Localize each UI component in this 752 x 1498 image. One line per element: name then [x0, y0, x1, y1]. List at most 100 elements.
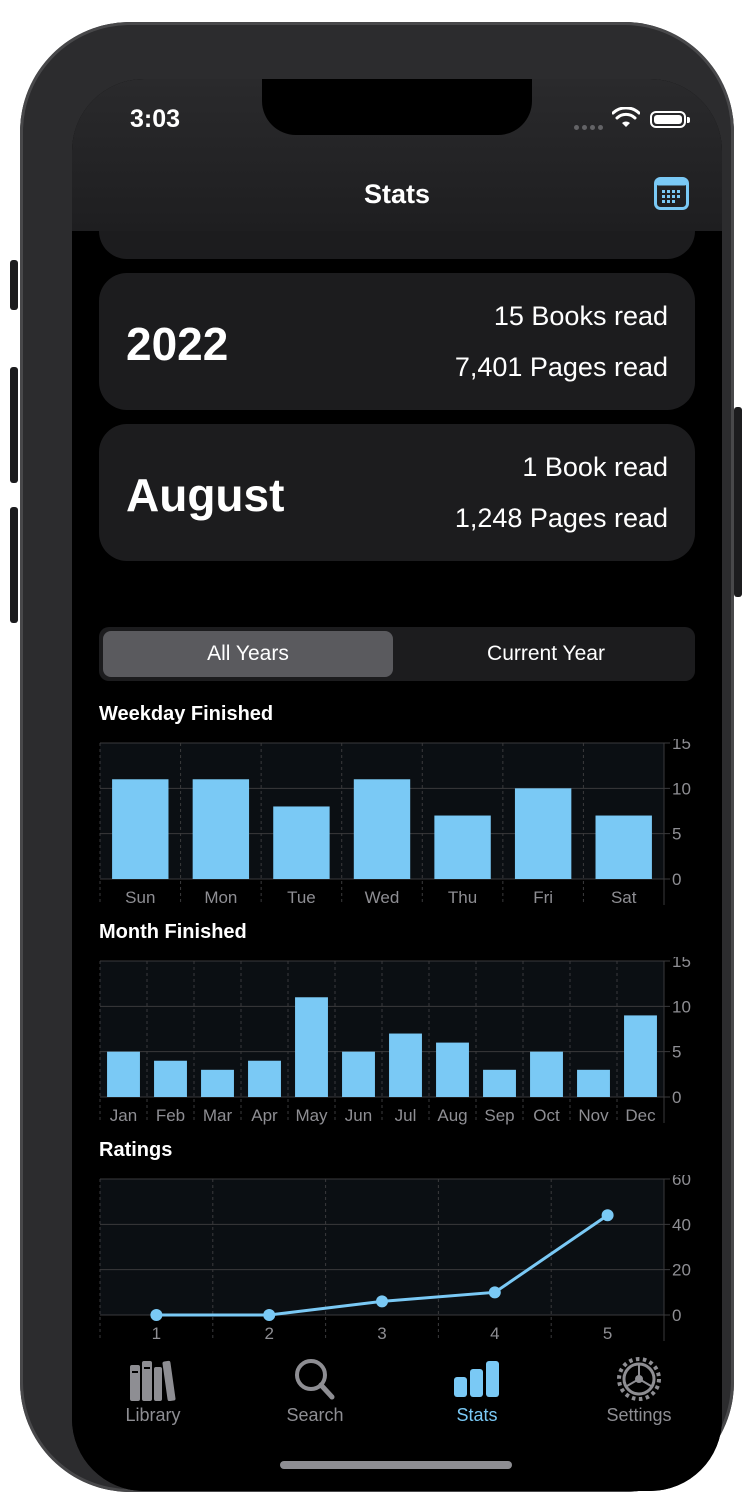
x-tick-label: Sat — [611, 888, 637, 907]
bar-dec — [624, 1015, 657, 1097]
x-tick-label: 1 — [152, 1324, 161, 1343]
bar-oct — [530, 1051, 563, 1097]
y-tick-label: 0 — [672, 1306, 681, 1325]
search-icon — [295, 1359, 335, 1400]
y-tick-label: 15 — [672, 957, 691, 971]
bar-sat — [595, 815, 652, 879]
weekday-finished-chart: 0 5 10 15 Sun Mon Tue Wed Thu Fri Sat — [99, 739, 691, 907]
x-tick-label: 4 — [490, 1324, 499, 1343]
y-tick-label: 60 — [672, 1175, 691, 1189]
plot-area — [100, 1179, 664, 1315]
mute-switch — [10, 260, 18, 310]
month-finished-chart: 0 5 10 15 Jan Feb Mar Apr May Jun Jul Aug Sep Oct Nov D… — [99, 957, 691, 1125]
tab-search-label: Search — [286, 1405, 344, 1425]
bar-jul — [389, 1033, 422, 1097]
home-indicator — [280, 1461, 512, 1469]
segment-current-year[interactable]: Current Year — [487, 642, 605, 665]
bar-sep — [483, 1069, 516, 1097]
x-tick-label: Apr — [251, 1106, 278, 1125]
y-tick-label: 10 — [672, 997, 691, 1016]
weekday-chart-title: Weekday Finished — [99, 703, 274, 725]
bar-jan — [107, 1051, 140, 1097]
device-frame: 2022 15 Books read 7,401 Pages read Augu… — [10, 22, 742, 1492]
month-books-read: 1 Book read — [522, 452, 668, 482]
calendar-icon[interactable] — [654, 177, 689, 210]
y-tick-label: 20 — [672, 1261, 691, 1280]
x-tick-label: Jul — [395, 1106, 417, 1125]
y-tick-label: 0 — [672, 870, 681, 889]
bar-aug — [436, 1042, 469, 1097]
point-rating-4 — [488, 1286, 501, 1299]
ratings-chart-title: Ratings — [99, 1139, 173, 1161]
y-tick-label: 15 — [672, 739, 691, 753]
bar-mon — [192, 779, 250, 879]
x-tick-label: Jun — [345, 1106, 372, 1125]
volume-up-button — [10, 367, 18, 483]
page-title: Stats — [363, 179, 431, 209]
bar-feb — [154, 1060, 187, 1097]
bar-chart-icon — [454, 1361, 499, 1397]
screen: 2022 15 Books read 7,401 Pages read Augu… — [72, 79, 722, 1491]
x-tick-label: 2 — [264, 1324, 273, 1343]
bar-wed — [353, 779, 411, 879]
x-tick-label: 5 — [603, 1324, 612, 1343]
bar-apr — [248, 1060, 281, 1097]
bar-thu — [434, 815, 491, 879]
x-tick-label: Sep — [484, 1106, 514, 1125]
x-tick-label: Tue — [287, 888, 316, 907]
x-tick-label: 3 — [377, 1324, 386, 1343]
x-tick-label: Mon — [204, 888, 237, 907]
x-tick-label: Aug — [437, 1106, 467, 1125]
month-pages-read: 1,248 Pages read — [454, 503, 668, 533]
stats-card-month: August 1 Book read 1,248 Pages read — [99, 424, 695, 561]
camera-notch — [262, 79, 532, 135]
y-tick-label: 0 — [672, 1088, 681, 1107]
y-tick-label: 10 — [672, 779, 691, 798]
bar-mar — [201, 1069, 234, 1097]
ratings-chart: 0 20 40 60 1 2 3 4 5 — [99, 1175, 691, 1343]
bar-fri — [514, 788, 572, 879]
bar-sun — [112, 779, 169, 879]
tab-stats-label: Stats — [456, 1405, 498, 1425]
x-tick-label: Mar — [203, 1106, 233, 1125]
bar-tue — [273, 806, 330, 879]
y-tick-label: 40 — [672, 1215, 691, 1234]
x-tick-label: Sun — [125, 888, 155, 907]
stats-scroll-view[interactable]: 2022 15 Books read 7,401 Pages read Augu… — [72, 79, 722, 1491]
battery-icon — [650, 111, 690, 128]
month-label: August — [126, 469, 285, 521]
month-chart-title: Month Finished — [99, 921, 247, 943]
stats-card-year: 2022 15 Books read 7,401 Pages read — [99, 273, 695, 410]
cellular-signal-icon — [574, 125, 603, 130]
x-tick-label: Oct — [533, 1106, 560, 1125]
point-rating-5 — [601, 1209, 614, 1222]
x-tick-label: Feb — [156, 1106, 185, 1125]
books-icon — [130, 1360, 176, 1401]
wifi-icon — [612, 107, 640, 127]
point-rating-2 — [263, 1309, 276, 1321]
x-tick-label: May — [295, 1106, 328, 1125]
tab-bar: Library Search Stats — [72, 1355, 722, 1491]
bar-may — [295, 997, 328, 1097]
gear-icon — [617, 1357, 661, 1401]
year-segmented-control: All Years Current Year — [99, 627, 695, 681]
year-label: 2022 — [126, 318, 229, 370]
tab-library-label: Library — [125, 1405, 181, 1425]
point-rating-1 — [150, 1309, 163, 1321]
x-tick-label: Jan — [110, 1106, 137, 1125]
point-rating-3 — [376, 1295, 388, 1308]
x-tick-label: Wed — [365, 888, 400, 907]
y-tick-label: 5 — [672, 825, 681, 844]
bar-nov — [577, 1069, 610, 1097]
year-pages-read: 7,401 Pages read — [454, 352, 668, 382]
status-time: 3:03 — [130, 105, 181, 133]
segment-all-years[interactable]: All Years — [103, 631, 393, 677]
x-tick-label: Nov — [578, 1106, 609, 1125]
volume-down-button — [10, 507, 18, 623]
x-tick-label: Dec — [625, 1106, 656, 1125]
tab-settings-label: Settings — [606, 1405, 672, 1425]
status-bar: 3:03 — [72, 79, 722, 159]
y-tick-label: 5 — [672, 1043, 681, 1062]
bar-jun — [342, 1051, 375, 1097]
year-books-read: 15 Books read — [493, 301, 668, 331]
